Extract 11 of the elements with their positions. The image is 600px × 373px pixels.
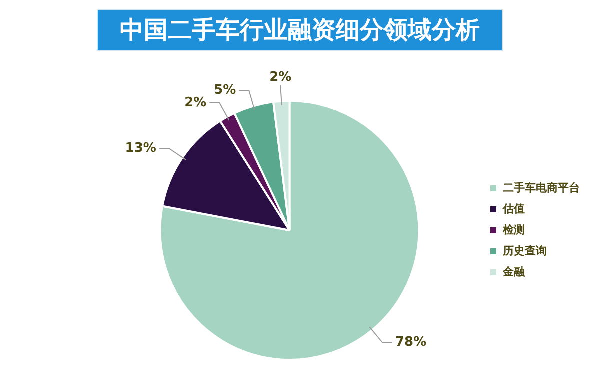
data-label: 78% (395, 334, 427, 350)
chart-title: 中国二手车行业融资细分领域分析 (97, 9, 503, 51)
data-label: 13% (125, 141, 156, 156)
legend-label: 金融 (502, 265, 526, 278)
legend-label: 历史查询 (502, 244, 547, 258)
legend-label: 估值 (502, 202, 525, 216)
data-label: 5% (214, 83, 236, 98)
legend-label: 二手车电商平台 (503, 181, 580, 194)
legend-label: 检测 (502, 223, 525, 236)
data-label: 2% (270, 70, 292, 86)
data-label: 2% (184, 95, 207, 110)
